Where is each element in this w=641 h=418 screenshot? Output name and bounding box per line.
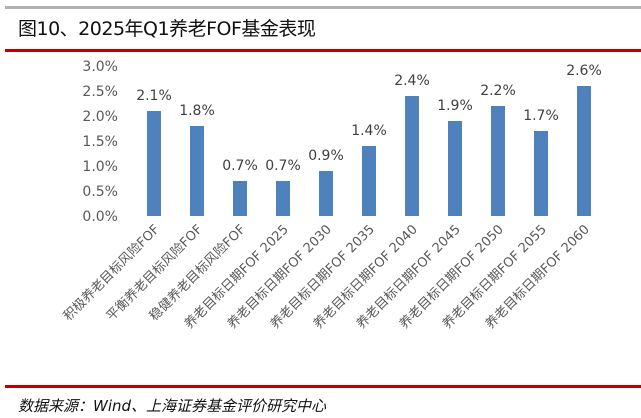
- data-label: 2.4%: [394, 73, 430, 89]
- bar-chart: 0.0%0.5%1.0%1.5%2.0%2.5%3.0%2.1%积极养老目标风险…: [60, 59, 602, 332]
- y-tick-label: 3.0%: [82, 59, 118, 75]
- bar: [491, 106, 505, 216]
- bar: [405, 96, 419, 216]
- data-label: 2.6%: [566, 63, 602, 79]
- bar: [233, 181, 247, 216]
- data-label: 0.7%: [265, 158, 301, 174]
- figure-title: 图10、2025年Q1养老FOF基金表现: [18, 18, 316, 40]
- bar: [534, 131, 548, 216]
- source-note: 数据来源：Wind、上海证券基金评价研究中心: [18, 397, 327, 415]
- data-label: 2.2%: [480, 83, 516, 99]
- bar: [577, 86, 591, 216]
- bar: [448, 121, 462, 216]
- y-tick-label: 0.5%: [82, 184, 118, 200]
- data-label: 1.8%: [179, 103, 215, 119]
- top-divider: [5, 6, 641, 9]
- bar: [147, 111, 161, 216]
- y-tick-label: 2.0%: [82, 109, 118, 125]
- bar: [276, 181, 290, 216]
- source-divider: [5, 385, 641, 388]
- y-tick-label: 1.0%: [82, 159, 118, 175]
- data-label: 0.9%: [308, 148, 344, 164]
- y-tick-label: 0.0%: [82, 209, 118, 225]
- bar: [190, 126, 204, 216]
- data-label: 0.7%: [222, 158, 258, 174]
- bar: [319, 171, 333, 216]
- data-label: 1.7%: [523, 108, 559, 124]
- y-tick-label: 2.5%: [82, 84, 118, 100]
- data-label: 2.1%: [136, 88, 172, 104]
- data-label: 1.4%: [351, 123, 387, 139]
- data-label: 1.9%: [437, 98, 473, 114]
- y-tick-label: 1.5%: [82, 134, 118, 150]
- title-divider: [5, 49, 641, 52]
- bar: [362, 146, 376, 216]
